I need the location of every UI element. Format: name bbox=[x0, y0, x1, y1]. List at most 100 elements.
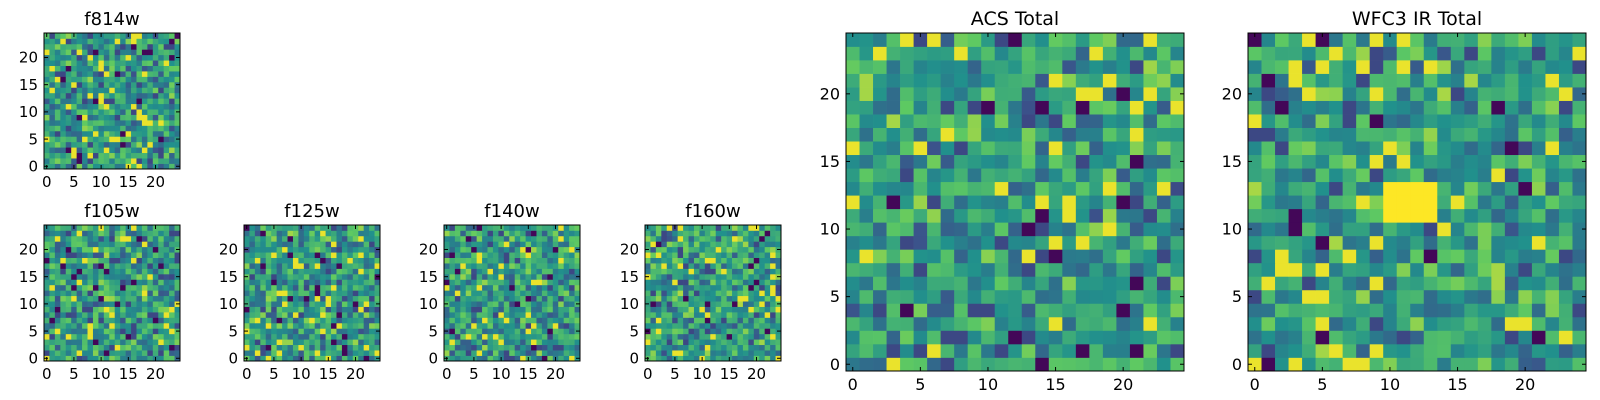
heatmap-cell bbox=[92, 312, 99, 318]
heatmap-cell bbox=[1275, 127, 1289, 142]
heatmap-cell bbox=[460, 317, 467, 324]
heatmap-cell bbox=[347, 317, 354, 324]
heatmap-cell bbox=[1035, 262, 1050, 277]
x-tick-label: 20 bbox=[1113, 375, 1133, 394]
heatmap-cell bbox=[82, 268, 88, 275]
heatmap-cell bbox=[331, 333, 337, 340]
heatmap-cell bbox=[525, 252, 532, 258]
heatmap-cell bbox=[672, 284, 678, 291]
heatmap-cell bbox=[152, 147, 159, 154]
heatmap-cell bbox=[683, 333, 689, 340]
x-tick-label: 10 bbox=[693, 365, 712, 383]
heatmap-cell bbox=[859, 33, 874, 47]
heatmap-cell bbox=[82, 103, 88, 110]
heatmap-cell bbox=[940, 276, 955, 291]
heatmap-cell bbox=[1315, 222, 1330, 237]
heatmap-cell bbox=[82, 225, 88, 231]
heatmap-cell bbox=[1075, 249, 1090, 264]
heatmap-cell bbox=[1477, 222, 1492, 237]
heatmap-cell bbox=[287, 263, 294, 269]
heatmap-cell bbox=[1518, 303, 1533, 318]
heatmap-cell bbox=[125, 301, 132, 307]
heatmap-cell bbox=[158, 125, 165, 132]
heatmap-cell bbox=[859, 127, 874, 142]
heatmap-cell bbox=[76, 225, 83, 231]
heatmap-cell bbox=[503, 257, 510, 264]
heatmap-cell bbox=[927, 46, 941, 61]
heatmap-cell bbox=[1315, 127, 1330, 142]
heatmap-cell bbox=[1116, 343, 1131, 358]
heatmap-cell bbox=[163, 246, 170, 253]
heatmap-cell bbox=[449, 290, 456, 297]
heatmap-cell bbox=[49, 301, 56, 307]
heatmap-cell bbox=[1450, 181, 1465, 196]
heatmap-cell bbox=[152, 65, 159, 72]
heatmap-cell bbox=[109, 65, 116, 72]
heatmap-cell bbox=[1369, 235, 1384, 250]
heatmap-cell bbox=[1302, 127, 1316, 142]
heatmap-cell bbox=[1396, 330, 1411, 345]
heatmap-cell bbox=[775, 350, 782, 356]
heatmap-cell bbox=[737, 279, 744, 286]
heatmap-cell bbox=[1261, 46, 1276, 61]
heatmap-cell bbox=[114, 355, 121, 362]
heatmap-cell bbox=[710, 301, 717, 307]
heatmap-cell bbox=[109, 141, 116, 148]
heatmap-cell bbox=[1143, 222, 1158, 237]
heatmap-cell bbox=[1329, 127, 1343, 142]
heatmap-cell bbox=[1342, 127, 1357, 142]
heatmap-cell bbox=[1315, 46, 1330, 61]
heatmap-cell bbox=[482, 328, 488, 335]
heatmap-cell bbox=[940, 330, 955, 345]
heatmap-cell bbox=[254, 295, 261, 302]
heatmap-cell bbox=[98, 103, 105, 110]
heatmap-cell bbox=[54, 355, 61, 362]
heatmap-cell bbox=[1423, 87, 1438, 101]
heatmap-cell bbox=[1342, 87, 1357, 101]
heatmap-cell bbox=[103, 130, 110, 137]
heatmap-cell bbox=[125, 158, 132, 164]
heatmap-cell bbox=[465, 355, 472, 362]
heatmap-cell bbox=[846, 276, 860, 291]
heatmap-cell bbox=[514, 350, 521, 356]
heatmap-cell bbox=[292, 355, 299, 362]
heatmap-cell bbox=[1075, 303, 1090, 318]
heatmap-cell bbox=[563, 344, 570, 351]
heatmap-cell bbox=[1383, 87, 1398, 101]
heatmap-cell bbox=[1572, 46, 1587, 61]
heatmap-cell bbox=[331, 246, 337, 253]
heatmap-cell bbox=[552, 350, 559, 356]
heatmap-cell bbox=[574, 279, 581, 286]
heatmap-cell bbox=[661, 279, 668, 286]
heatmap-cell bbox=[1143, 46, 1158, 61]
heatmap-cell bbox=[136, 322, 143, 329]
heatmap-cell bbox=[1477, 33, 1492, 47]
heatmap-cell bbox=[87, 301, 94, 307]
heatmap-cell bbox=[60, 54, 67, 61]
heatmap-cell bbox=[287, 355, 294, 362]
heatmap-cell bbox=[1356, 195, 1371, 210]
y-tick-label: 15 bbox=[219, 268, 238, 286]
heatmap-cell bbox=[158, 252, 165, 258]
heatmap-cell bbox=[260, 225, 267, 231]
heatmap-cell bbox=[886, 235, 901, 250]
heatmap-cell bbox=[325, 350, 332, 356]
heatmap-cell bbox=[471, 246, 477, 253]
heatmap-cell bbox=[886, 33, 901, 47]
heatmap-cell bbox=[1021, 235, 1036, 250]
heatmap-cell bbox=[520, 350, 526, 356]
heatmap-cell bbox=[358, 246, 365, 253]
heatmap-cell bbox=[487, 284, 494, 291]
heatmap-cell bbox=[531, 225, 537, 231]
heatmap-cell bbox=[1102, 262, 1117, 277]
heatmap-cell bbox=[352, 235, 359, 242]
heatmap-cell bbox=[465, 246, 472, 253]
heatmap-cell bbox=[1170, 316, 1185, 331]
heatmap-cell bbox=[775, 295, 782, 302]
heatmap-cell bbox=[563, 317, 570, 324]
heatmap-cell bbox=[913, 330, 928, 345]
heatmap-cell bbox=[341, 252, 348, 258]
heatmap-cell bbox=[1275, 276, 1289, 291]
heatmap-cell bbox=[541, 257, 548, 264]
heatmap-cell bbox=[558, 235, 565, 242]
